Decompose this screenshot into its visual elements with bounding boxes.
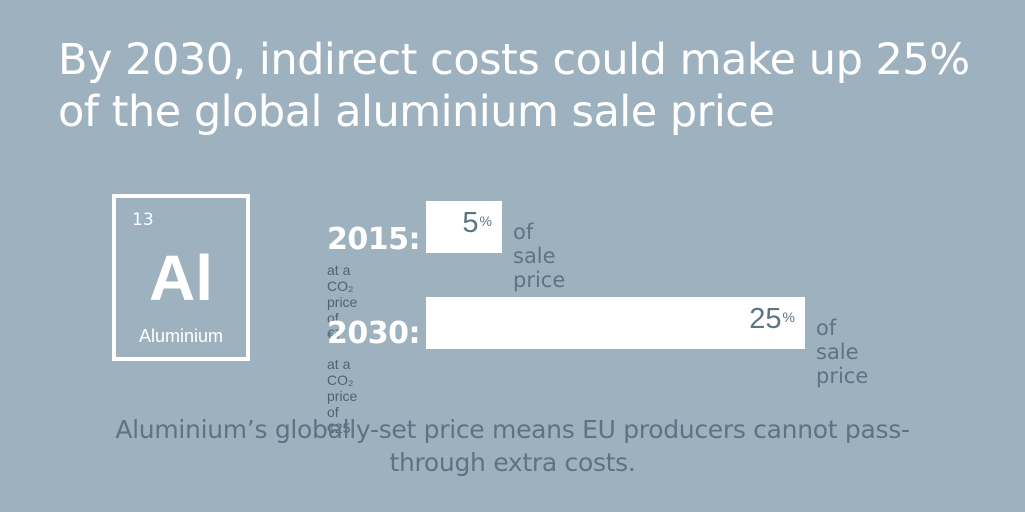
bar-value-number: 25 [749,303,782,335]
periodic-element-tile: 13 Al Aluminium [112,194,250,361]
bar-value-label: 25% [749,303,795,335]
percent-sign: % [782,309,795,325]
footer-note: Aluminium’s globally-set price means EU … [115,415,910,477]
bar-suffix-label: of sale price [816,316,869,388]
bar-value-number: 5 [462,207,479,239]
year-label-2015: 2015: [327,222,421,257]
bar-suffix-label: of sale price [513,220,566,292]
percent-sign: % [479,213,492,229]
bar-2015: 5% [426,201,502,253]
co2-price-note: at a CO₂ price of €7 [327,262,358,342]
co2-price-note: at a CO₂ price of €25 [327,356,358,436]
element-symbol: Al [149,242,213,314]
bar-value-label: 5% [462,207,492,239]
bar-2030: 25% [426,297,805,349]
atomic-number: 13 [132,210,154,230]
page-title: By 2030, indirect costs could make up 25… [58,35,970,137]
element-name: Aluminium [138,326,224,346]
year-label-2030: 2030: [327,316,421,351]
